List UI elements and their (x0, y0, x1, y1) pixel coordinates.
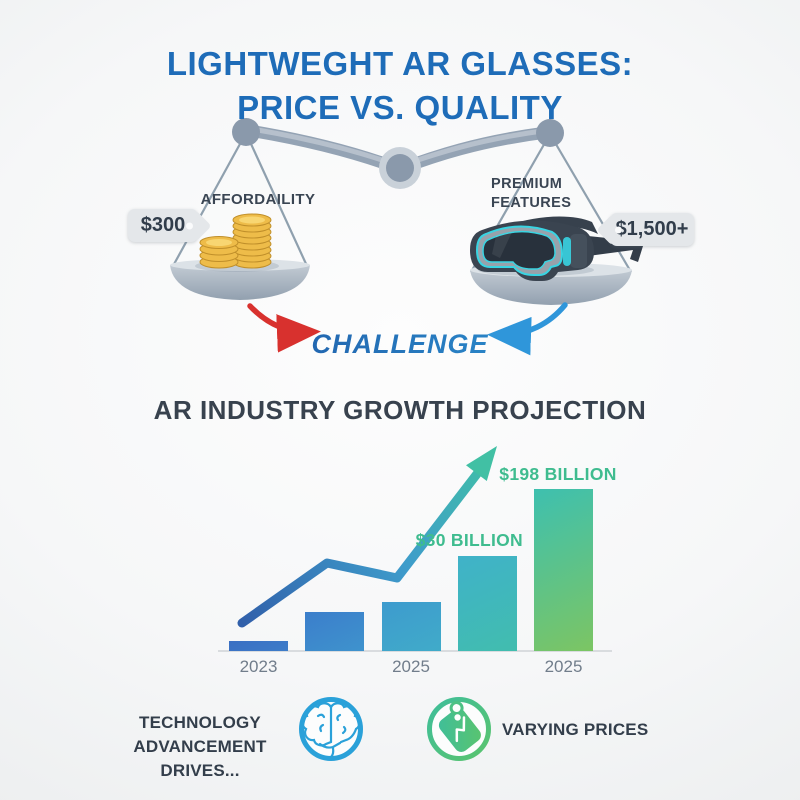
blue-curved-arrow (487, 302, 568, 356)
page-title: LIGHTWEGHT AR GLASSES: PRICE VS. QUALITY (0, 42, 800, 129)
footer-left-caption: TECHNOLOGY ADVANCEMENT DRIVES... (95, 711, 305, 783)
beam-end-right (536, 119, 564, 147)
ar-glasses (470, 216, 643, 281)
footer-left-caption-line1: TECHNOLOGY (139, 713, 261, 732)
price-tag-icon (427, 697, 491, 761)
bar-chart (229, 489, 593, 651)
x-axis-labels: 2023 2025 2025 (229, 657, 593, 677)
right-side-label: PREMIUM FEATURES (491, 176, 572, 211)
trend-arrowhead (466, 446, 497, 481)
x-tick-label (458, 657, 517, 677)
beam-pivot (386, 154, 414, 182)
right-price-tag: $1,500+ (610, 213, 694, 246)
x-tick-label: 2025 (392, 657, 430, 676)
scale-beam (232, 118, 564, 189)
chart-bar-1 (229, 641, 288, 651)
x-tick-label: 2023 (239, 657, 278, 676)
gold-coins (195, 213, 279, 272)
red-curved-arrow (247, 303, 321, 353)
left-side-label: AFFORDAILITY (200, 191, 316, 208)
bar-value-label-198b: $198 BILLION (499, 464, 617, 484)
chart-bar-5 (534, 489, 593, 651)
beam-end-left (232, 118, 260, 146)
title-line-2: PRICE VS. QUALITY (237, 88, 563, 126)
title-line-1: LIGHTWEGHT AR GLASSES: (166, 45, 634, 82)
chart-heading: AR INDUSTRY GROWTH PROJECTION (153, 395, 647, 425)
chart-bar-4 (457, 556, 517, 651)
right-price-text: $1,500+ (615, 218, 689, 240)
x-tick-label: 2025 (544, 657, 583, 676)
left-price-text: $300 (140, 214, 186, 236)
chart-bar-2 (305, 612, 365, 651)
challenge-label: CHALLENGE (0, 329, 800, 360)
trend-line (237, 465, 485, 628)
footer-left-caption-line2: ADVANCEMENT DRIVES... (133, 737, 267, 781)
growth-chart-art (218, 446, 612, 652)
balance-scale (170, 118, 643, 356)
chart-bar-3 (381, 602, 441, 651)
brain-icon (299, 697, 363, 761)
bar-value-label-30b: $30 BILLION (415, 530, 523, 550)
left-price-tag: $300 (128, 209, 198, 242)
x-tick-label (305, 657, 364, 677)
footer-right-caption: VARYING PRICES (502, 720, 649, 739)
